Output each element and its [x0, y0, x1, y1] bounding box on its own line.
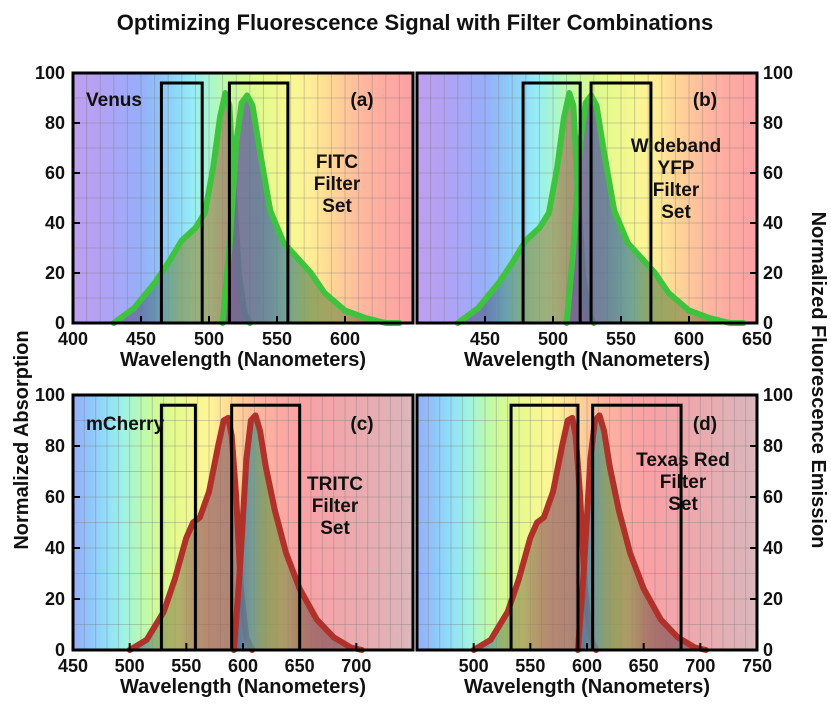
series-line	[219, 92, 403, 326]
x-tick-label: 650	[742, 329, 772, 349]
filter-set-label: Filter	[314, 174, 361, 195]
dye-name: Venus	[86, 90, 142, 111]
series-line	[563, 92, 747, 326]
y-tick-label: 0	[763, 313, 773, 333]
x-tick-label: 600	[228, 656, 258, 676]
x-axis-label: Wavelength (Nanometers)	[120, 349, 366, 371]
y-tick-label: 80	[45, 436, 65, 456]
x-tick-label: 500	[459, 656, 489, 676]
x-tick-label: 700	[341, 656, 371, 676]
x-tick-label: 600	[572, 656, 602, 676]
series-line	[574, 412, 709, 653]
plot-frame	[71, 71, 415, 325]
x-axis-label: Wavelength (Nanometers)	[464, 676, 710, 698]
panel-label: (d)	[693, 414, 717, 435]
y-tick-label: 100	[35, 63, 65, 83]
filter-set-label: Set	[661, 202, 691, 223]
x-tick-label: 650	[285, 656, 315, 676]
y-tick-label: 20	[763, 263, 783, 283]
filter-set-label: Set	[322, 196, 352, 217]
x-tick-label: 500	[115, 656, 145, 676]
y-tick-label: 60	[45, 487, 65, 507]
y-tick-label: 0	[55, 640, 65, 660]
panel-label: (a)	[350, 90, 373, 111]
right-axis-label: Normalized Fluorescence Emission	[807, 212, 829, 549]
y-tick-label: 20	[763, 589, 783, 609]
panel-label: (b)	[693, 90, 717, 111]
y-tick-label: 0	[55, 313, 65, 333]
left-axis-label: Normalized Absorption	[11, 330, 33, 549]
x-tick-label: 500	[538, 329, 568, 349]
chart-panel: 0 20 40 60 80 100 450 500 550 600 650 700Wavelength…	[35, 385, 415, 698]
filter-set-label: Filter	[660, 472, 707, 493]
x-axis-label: Wavelength (Nanometers)	[120, 676, 366, 698]
y-tick-label: 20	[45, 263, 65, 283]
filter-set-label: YFP	[658, 158, 695, 179]
y-tick-label: 0	[763, 640, 773, 660]
series-area	[566, 95, 744, 323]
y-tick-label: 40	[763, 213, 783, 233]
x-tick-label: 500	[194, 329, 224, 349]
y-tick-label: 40	[45, 538, 65, 558]
x-axis-label: Wavelength (Nanometers)	[464, 349, 710, 371]
series-line	[126, 414, 256, 653]
x-tick-label: 450	[126, 329, 156, 349]
plot-frame	[415, 71, 759, 325]
y-tick-label: 60	[763, 163, 783, 183]
y-tick-label: 100	[763, 385, 793, 405]
filter-set-label: Wideband	[631, 136, 722, 157]
y-tick-label: 60	[45, 163, 65, 183]
figure-title: Optimizing Fluorescence Signal with Filt…	[117, 10, 714, 35]
series-line	[230, 412, 365, 653]
x-tick-label: 750	[742, 656, 772, 676]
series-line	[470, 414, 600, 653]
chart-panel: 0 20 40 60 80 100 500 550 600 650 700 750 Wavelength…	[415, 385, 793, 698]
filter-set-label: Set	[320, 518, 350, 539]
series-area	[222, 95, 400, 323]
filter-set-label: Filter	[653, 180, 700, 201]
x-tick-label: 700	[685, 656, 715, 676]
y-tick-label: 20	[45, 589, 65, 609]
x-tick-label: 650	[629, 656, 659, 676]
y-tick-label: 100	[763, 63, 793, 83]
filter-set-label: Filter	[312, 496, 359, 517]
x-tick-label: 600	[330, 329, 360, 349]
x-tick-label: 600	[674, 329, 704, 349]
y-tick-label: 80	[763, 436, 783, 456]
dye-name: mCherry	[86, 414, 165, 435]
y-tick-label: 80	[763, 113, 783, 133]
x-tick-label: 550	[515, 656, 545, 676]
filter-set-label: FITC	[316, 152, 358, 173]
x-tick-label: 550	[606, 329, 636, 349]
x-tick-label: 400	[58, 329, 88, 349]
y-tick-label: 80	[45, 113, 65, 133]
chart-panel: 0 20 40 60 80 100 450 500 550 600 650 Wavelength (N…	[415, 63, 793, 371]
filter-set-label: Set	[668, 494, 698, 515]
y-tick-label: 40	[45, 213, 65, 233]
x-tick-label: 550	[171, 656, 201, 676]
filter-set-label: Texas Red	[636, 450, 730, 471]
x-tick-label: 450	[58, 656, 88, 676]
y-tick-label: 40	[763, 538, 783, 558]
y-tick-label: 100	[35, 385, 65, 405]
y-tick-label: 60	[763, 487, 783, 507]
panel-label: (c)	[350, 414, 373, 435]
filter-set-label: TRITC	[307, 474, 363, 495]
x-tick-label: 550	[262, 329, 292, 349]
x-tick-label: 450	[470, 329, 500, 349]
